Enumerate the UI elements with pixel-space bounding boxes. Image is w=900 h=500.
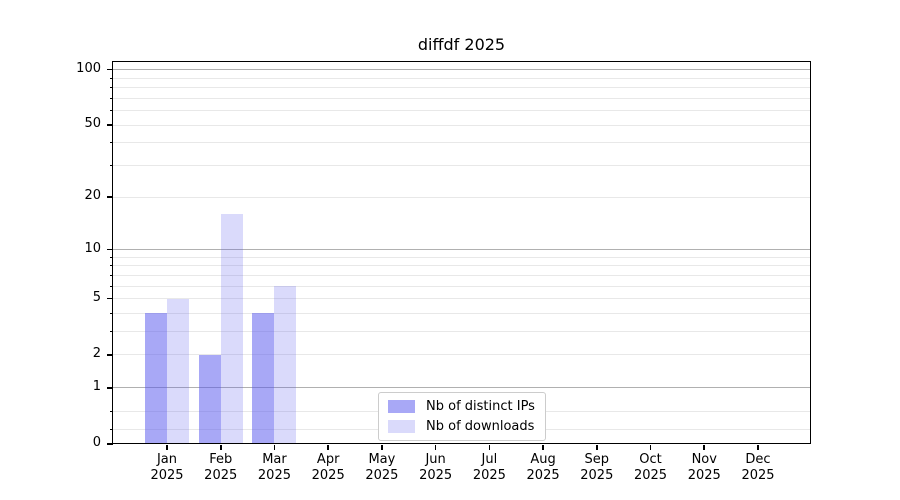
y-minor-tick-mark [110,142,113,144]
bar [167,298,189,444]
x-tick-label: May 2025 [365,452,399,483]
y-tick-label: 50 [84,116,101,132]
gridline-major [113,387,810,389]
y-minor-tick-mark [110,285,113,287]
bar [145,313,167,444]
gridlines [113,62,810,444]
gridline-minor [113,164,810,166]
y-minor-tick-mark [110,110,113,112]
y-tick-label: 2 [92,345,101,361]
legend-swatch-distinct-ips [388,400,415,413]
x-tick-mark [381,445,383,450]
y-minor-tick-mark [110,196,113,198]
y-tick-mark [107,386,113,389]
y-minor-tick-mark [110,265,113,267]
gridline-minor [113,256,810,258]
y-tick-mark [107,443,113,445]
y-minor-tick-mark [110,331,113,333]
y-minor-tick-mark [110,164,113,166]
x-tick-mark [488,445,491,450]
x-tick-label: Apr 2025 [311,452,345,483]
x-tick-label: Feb 2025 [204,452,238,483]
gridline-major [113,249,810,250]
gridline-minor [113,77,810,79]
y-tick-label: 1 [92,378,101,394]
x-tick-label: Dec 2025 [741,452,775,483]
x-tick-label: Sep 2025 [580,452,614,483]
x-tick-label: Mar 2025 [257,452,291,483]
x-tick-mark [757,445,759,450]
y-minor-tick-mark [110,298,113,300]
y-minor-tick-mark [110,274,113,276]
y-tick-mark [107,248,113,251]
legend-label-distinct-ips: Nb of distinct IPs [426,399,535,414]
y-tick-label: 100 [76,60,101,76]
bars [113,62,810,444]
gridline-major [113,69,810,71]
x-tick-mark [219,445,222,450]
y-axis-ticks: 100 50 20 10 5 2 1 0 [0,60,113,450]
gridline-minor [113,331,810,333]
y-tick-label: 0 [92,435,101,450]
chart-title: diffdf 2025 [417,35,506,54]
gridline-minor [113,110,810,112]
legend-label-downloads: Nb of downloads [426,419,535,434]
plot-area: Nb of distinct IPs Nb of downloads [113,62,810,444]
gridline-minor [113,354,810,356]
x-tick-label: Nov 2025 [687,452,721,483]
x-tick-label: Jul 2025 [472,452,506,483]
gridline-minor [113,142,810,144]
y-minor-tick-mark [110,354,113,356]
y-tick-mark [107,68,113,71]
y-minor-tick-mark [110,97,113,99]
x-tick-mark [703,445,706,450]
x-tick-label: Aug 2025 [526,452,560,483]
legend: Nb of distinct IPs Nb of downloads [378,392,546,441]
gridline-minor [113,274,810,276]
legend-swatch-downloads [388,420,415,433]
bar [220,214,243,444]
x-tick-mark [542,445,544,450]
x-tick-label: Jan 2025 [150,452,184,483]
y-minor-tick-mark [110,410,113,412]
y-minor-tick-mark [110,124,113,126]
legend-item-distinct-ips: Nb of distinct IPs [388,399,535,414]
y-tick-label: 5 [92,289,101,305]
gridline-minor [113,285,810,287]
x-tick-mark [166,445,168,450]
bar [252,313,275,444]
gridline-minor [113,298,810,300]
bar [274,286,297,444]
x-tick-label: Oct 2025 [633,452,668,483]
x-tick-mark [273,445,276,450]
y-minor-tick-mark [110,312,113,314]
y-tick-label: 20 [84,188,101,204]
x-tick-mark [327,445,329,450]
y-minor-tick-mark [110,77,113,79]
gridline-minor [113,196,810,198]
y-minor-tick-mark [110,87,113,89]
x-tick-label: Jun 2025 [419,452,453,483]
bar [198,354,221,444]
gridline-minor [113,124,810,126]
x-tick-mark [434,445,437,450]
gridline-minor [113,97,810,99]
y-minor-tick-mark [110,256,113,258]
x-axis-ticks: Jan 2025 Feb 2025 Mar 2025 Apr 2025 May 2025 Jun 20… [113,444,810,500]
x-tick-mark [596,445,598,450]
y-minor-tick-mark [110,428,113,430]
gridline-minor [113,312,810,314]
x-tick-mark [649,445,652,450]
gridline-minor [113,87,810,89]
legend-item-downloads: Nb of downloads [388,419,535,434]
gridline-minor [113,265,810,267]
y-tick-label: 10 [84,240,101,256]
